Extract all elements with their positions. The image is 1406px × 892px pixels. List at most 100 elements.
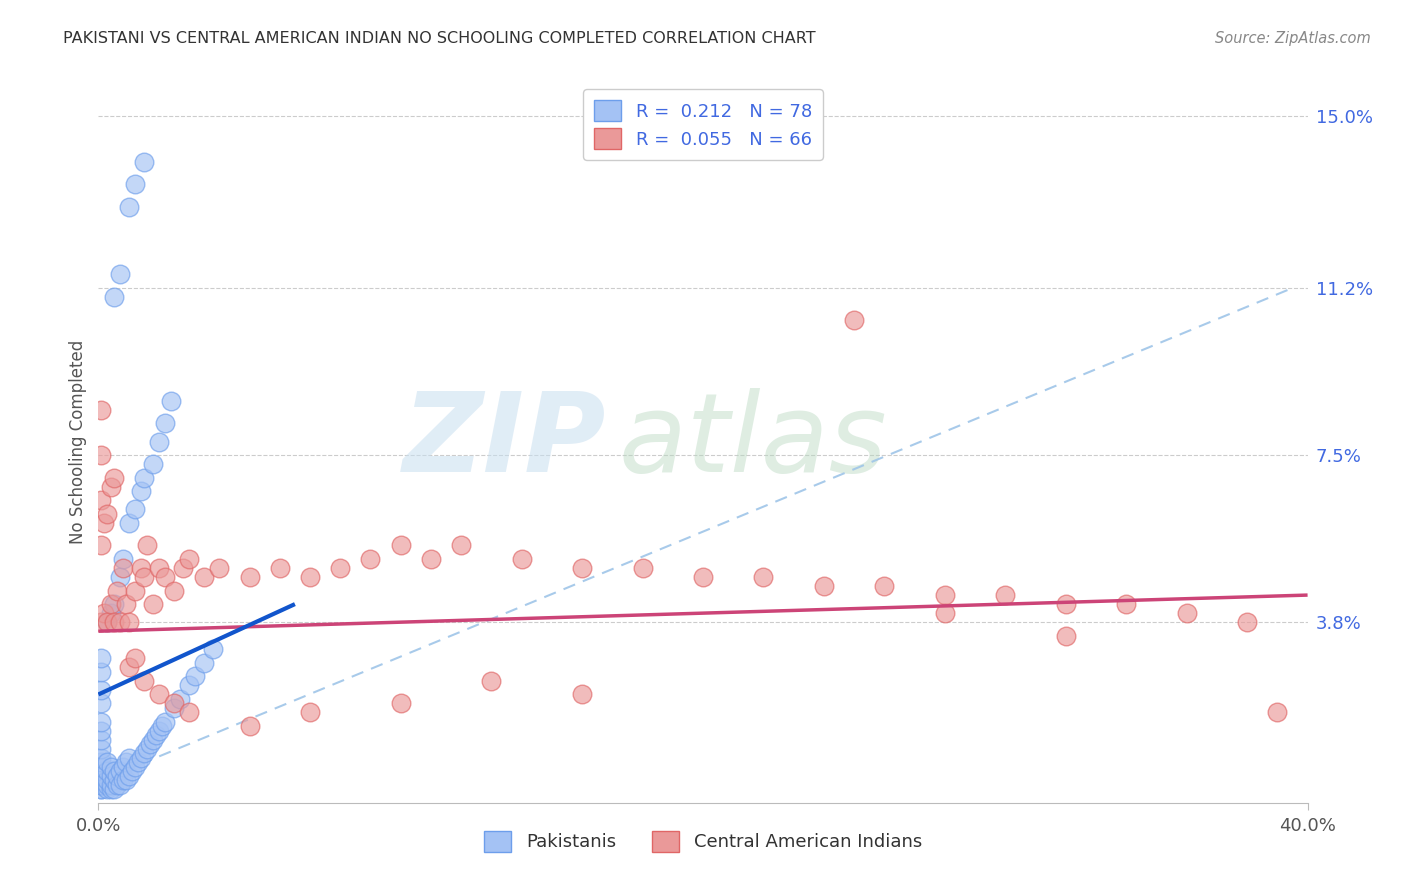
Point xyxy=(172,561,194,575)
Point xyxy=(163,701,186,715)
Point xyxy=(90,493,112,508)
Point xyxy=(148,687,170,701)
Point xyxy=(1175,606,1198,620)
Point xyxy=(571,561,593,575)
Point xyxy=(103,764,125,779)
Point xyxy=(360,552,382,566)
Point xyxy=(135,741,157,756)
Point xyxy=(90,448,112,462)
Point xyxy=(1054,629,1077,643)
Point xyxy=(105,583,128,598)
Point xyxy=(103,773,125,788)
Point xyxy=(269,561,291,575)
Point xyxy=(153,417,176,431)
Point xyxy=(90,615,112,630)
Point xyxy=(96,764,118,779)
Point xyxy=(1054,597,1077,611)
Point xyxy=(752,570,775,584)
Point xyxy=(90,403,112,417)
Point xyxy=(873,579,896,593)
Point xyxy=(934,588,956,602)
Point xyxy=(103,470,125,484)
Point xyxy=(813,579,835,593)
Point xyxy=(389,697,412,711)
Point xyxy=(90,682,112,697)
Point xyxy=(132,673,155,688)
Point xyxy=(148,561,170,575)
Point xyxy=(193,570,215,584)
Point xyxy=(139,737,162,751)
Point xyxy=(100,769,122,783)
Point xyxy=(111,552,134,566)
Point xyxy=(124,583,146,598)
Point xyxy=(118,769,141,783)
Point xyxy=(100,782,122,797)
Point xyxy=(142,457,165,471)
Point xyxy=(111,561,134,575)
Point xyxy=(193,656,215,670)
Point xyxy=(179,706,201,720)
Point xyxy=(108,268,131,282)
Point xyxy=(96,507,118,521)
Point xyxy=(129,750,152,764)
Point xyxy=(90,697,112,711)
Point xyxy=(129,484,152,499)
Point xyxy=(169,692,191,706)
Point xyxy=(132,746,155,760)
Point xyxy=(148,434,170,449)
Point xyxy=(118,615,141,630)
Point xyxy=(111,773,134,788)
Point xyxy=(93,606,115,620)
Point xyxy=(1236,615,1258,630)
Point xyxy=(631,561,654,575)
Point xyxy=(184,669,207,683)
Point xyxy=(90,782,112,797)
Point xyxy=(142,732,165,747)
Point xyxy=(124,177,146,191)
Point xyxy=(153,570,176,584)
Point xyxy=(160,393,183,408)
Point xyxy=(118,200,141,214)
Point xyxy=(239,570,262,584)
Point xyxy=(96,755,118,769)
Point xyxy=(163,583,186,598)
Text: PAKISTANI VS CENTRAL AMERICAN INDIAN NO SCHOOLING COMPLETED CORRELATION CHART: PAKISTANI VS CENTRAL AMERICAN INDIAN NO … xyxy=(63,31,815,46)
Point xyxy=(1267,706,1289,720)
Point xyxy=(103,290,125,304)
Point xyxy=(90,714,112,729)
Point xyxy=(93,516,115,530)
Point xyxy=(90,769,112,783)
Point xyxy=(90,651,112,665)
Point xyxy=(96,782,118,797)
Point xyxy=(108,764,131,779)
Point xyxy=(420,552,443,566)
Point xyxy=(132,570,155,584)
Point xyxy=(202,642,225,657)
Point xyxy=(121,764,143,779)
Point xyxy=(114,773,136,788)
Point xyxy=(90,750,112,764)
Point xyxy=(179,678,201,692)
Point xyxy=(100,760,122,774)
Point xyxy=(100,778,122,792)
Point xyxy=(132,470,155,484)
Legend: Pakistanis, Central American Indians: Pakistanis, Central American Indians xyxy=(477,823,929,859)
Point xyxy=(389,538,412,552)
Point xyxy=(100,606,122,620)
Point xyxy=(208,561,231,575)
Text: Source: ZipAtlas.com: Source: ZipAtlas.com xyxy=(1215,31,1371,46)
Point xyxy=(103,597,125,611)
Point xyxy=(90,778,112,792)
Point xyxy=(96,615,118,630)
Point xyxy=(148,723,170,738)
Point xyxy=(481,673,503,688)
Point xyxy=(108,615,131,630)
Point xyxy=(135,538,157,552)
Point xyxy=(124,651,146,665)
Point xyxy=(571,687,593,701)
Point xyxy=(142,597,165,611)
Y-axis label: No Schooling Completed: No Schooling Completed xyxy=(69,340,87,543)
Point xyxy=(994,588,1017,602)
Point xyxy=(124,760,146,774)
Point xyxy=(90,769,112,783)
